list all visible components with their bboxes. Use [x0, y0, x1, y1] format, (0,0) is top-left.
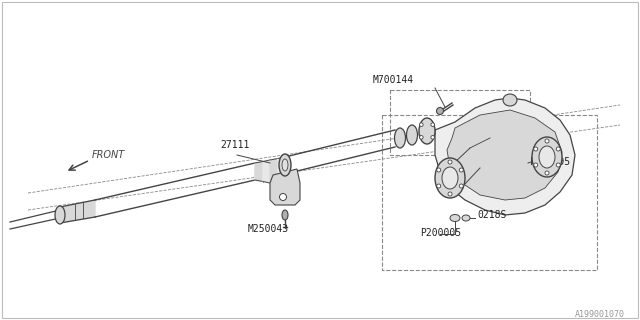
Circle shape	[545, 139, 549, 143]
Text: FRONT: FRONT	[92, 150, 125, 160]
Circle shape	[436, 168, 441, 172]
Ellipse shape	[406, 125, 417, 145]
Ellipse shape	[503, 94, 517, 106]
Ellipse shape	[435, 158, 465, 198]
Polygon shape	[263, 160, 270, 183]
Ellipse shape	[532, 137, 562, 177]
Ellipse shape	[394, 128, 406, 148]
Circle shape	[448, 160, 452, 164]
Circle shape	[448, 192, 452, 196]
Ellipse shape	[462, 215, 470, 221]
Circle shape	[556, 147, 560, 151]
Polygon shape	[435, 98, 575, 215]
Circle shape	[460, 168, 463, 172]
Ellipse shape	[419, 118, 435, 144]
Circle shape	[436, 184, 441, 188]
Bar	[390, 90, 530, 155]
Circle shape	[534, 147, 538, 151]
Text: M250043: M250043	[248, 224, 289, 234]
Circle shape	[431, 136, 435, 139]
Ellipse shape	[442, 167, 458, 189]
Bar	[382, 115, 597, 270]
Text: A199001070: A199001070	[575, 310, 625, 319]
Text: M700144: M700144	[373, 75, 414, 85]
Polygon shape	[278, 157, 285, 186]
Polygon shape	[270, 158, 278, 185]
Circle shape	[280, 194, 287, 201]
Ellipse shape	[55, 206, 65, 224]
Ellipse shape	[279, 154, 291, 176]
Circle shape	[534, 163, 538, 167]
Circle shape	[420, 123, 423, 126]
Polygon shape	[270, 169, 300, 205]
Ellipse shape	[539, 146, 555, 168]
Text: P200005: P200005	[420, 228, 461, 238]
Text: FIG.195: FIG.195	[530, 157, 571, 167]
Circle shape	[420, 136, 423, 139]
Circle shape	[460, 184, 463, 188]
Circle shape	[556, 163, 560, 167]
Ellipse shape	[436, 108, 444, 115]
Circle shape	[545, 171, 549, 175]
Polygon shape	[60, 200, 95, 223]
Polygon shape	[255, 162, 263, 181]
Ellipse shape	[282, 159, 288, 171]
Text: 27111: 27111	[220, 140, 250, 150]
Ellipse shape	[282, 210, 288, 220]
Circle shape	[431, 123, 435, 126]
Polygon shape	[447, 110, 562, 200]
Text: 0218S: 0218S	[477, 210, 506, 220]
Ellipse shape	[450, 214, 460, 221]
